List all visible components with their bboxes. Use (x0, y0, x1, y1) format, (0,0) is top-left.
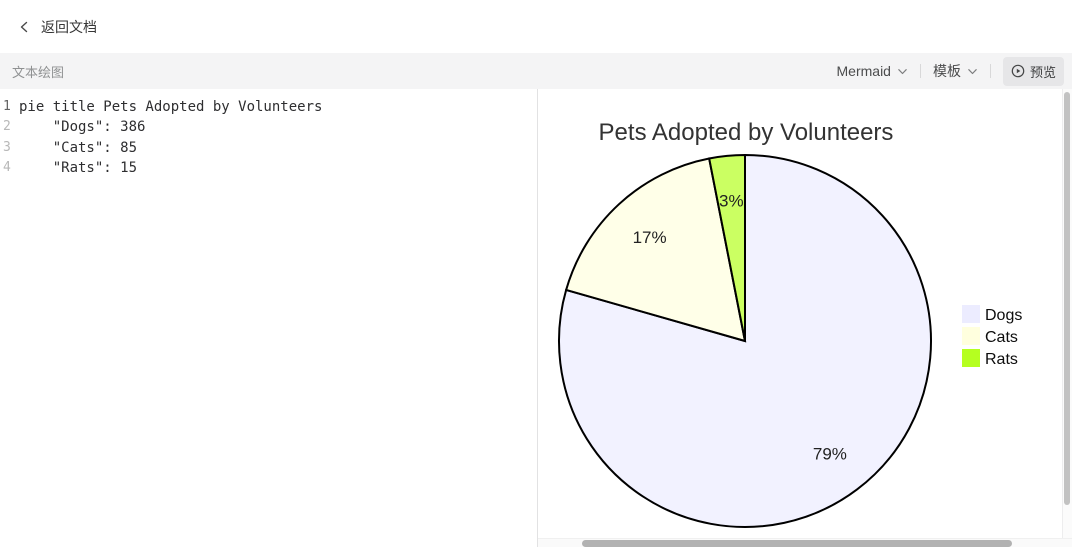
code-text: "Rats": 15 (19, 160, 138, 177)
code-text: pie title Pets Adopted by Volunteers (19, 99, 323, 115)
pie-percent-label: 79% (813, 445, 847, 464)
line-number: 2 (3, 119, 11, 135)
code-text: "Dogs": 386 (19, 119, 146, 136)
code-line[interactable]: 3 "Cats": 85 (0, 138, 537, 158)
horizontal-scrollbar[interactable] (582, 540, 1012, 547)
toolbar-actions: Mermaid 模板 预览 (837, 56, 1064, 86)
pie-chart-svg: 79% 17% 3% Pets Adopted by Volunteers Dogs Ca… (558, 119, 1022, 528)
toolbar-divider (919, 64, 921, 78)
pie-slice-rats (707, 153, 746, 342)
chevron-down-icon (968, 68, 977, 74)
chart-title: Pets Adopted by Volunteers (599, 119, 894, 146)
preview-label: 预览 (1029, 64, 1056, 80)
legend-label: Rats (985, 351, 1018, 368)
back-label: 返回文档 (41, 18, 97, 35)
code-line[interactable]: 2 "Dogs": 386 (0, 117, 537, 137)
template-label: 模板 (932, 63, 961, 79)
back-button[interactable]: 返回文档 (18, 17, 97, 37)
code-text: "Cats": 85 (19, 139, 138, 156)
vertical-scrollbar[interactable] (1064, 92, 1070, 505)
play-circle-icon (1011, 64, 1025, 78)
toolbar-divider (989, 64, 991, 78)
pie-slice-cats (564, 157, 747, 343)
diagram-type-label: Mermaid (836, 63, 891, 79)
legend-swatch-dogs (962, 305, 980, 323)
code-editor[interactable]: 1 pie title Pets Adopted by Volunteers 2 "… (0, 89, 538, 547)
line-number: 4 (3, 160, 11, 176)
chevron-left-icon (20, 21, 28, 32)
toolbar: 文本绘图 Mermaid 模板 预览 (0, 53, 1072, 89)
legend-swatch-rats (962, 349, 980, 367)
pie-percent-label: 17% (633, 228, 667, 247)
main-content: 1 pie title Pets Adopted by Volunteers 2 "… (0, 89, 1072, 547)
preview-pane: 79% 17% 3% Pets Adopted by Volunteers Dogs Ca… (538, 89, 1072, 547)
legend-label: Dogs (985, 307, 1022, 324)
preview-button[interactable]: 预览 (1002, 56, 1064, 86)
page-title: 文本绘图 (12, 64, 65, 80)
legend-label: Cats (985, 329, 1018, 346)
diagram-type-dropdown[interactable]: Mermaid (837, 63, 908, 79)
template-dropdown[interactable]: 模板 (933, 61, 978, 81)
pie-percent-label: 3% (719, 192, 744, 211)
chevron-down-icon (898, 68, 907, 74)
code-line[interactable]: 1 pie title Pets Adopted by Volunteers (0, 97, 537, 117)
legend-swatch-cats (962, 327, 980, 345)
header: 返回文档 (0, 0, 1072, 53)
line-number: 3 (3, 139, 11, 155)
line-number: 1 (3, 99, 11, 114)
code-line[interactable]: 4 "Rats": 15 (0, 158, 537, 178)
